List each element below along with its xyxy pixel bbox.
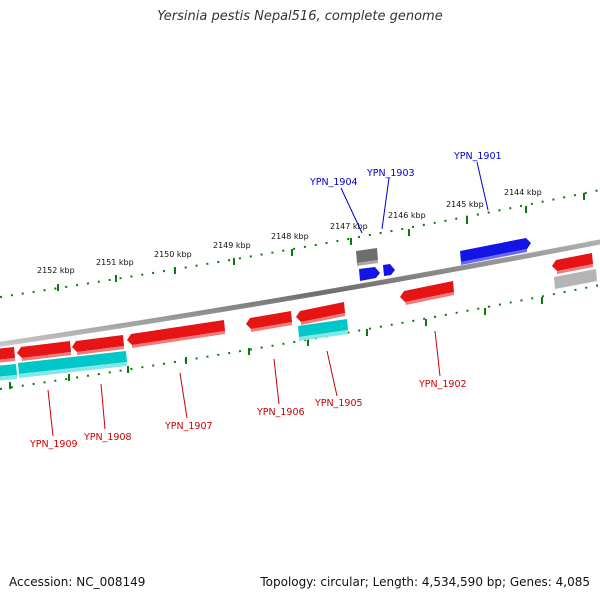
feature-other-grey[interactable] — [356, 248, 378, 263]
outer-major-ticks — [57, 193, 585, 291]
gene-right-edge[interactable] — [552, 253, 593, 271]
map-title: Yersinia pestis Nepal516, complete genom… — [157, 9, 443, 24]
gene-ypn-1905[interactable] — [296, 302, 345, 322]
scale-label: 2147 kbp — [330, 222, 368, 231]
scale-label: 2146 kbp — [388, 211, 426, 220]
gene-ypn-1907[interactable] — [127, 320, 225, 345]
scale-label: 2149 kbp — [213, 241, 251, 250]
scale-label: 2150 kbp — [154, 250, 192, 259]
gene-label-ypn-1902[interactable]: YPN_1902 — [418, 379, 467, 390]
gene-label-ypn-1904[interactable]: YPN_1904 — [309, 177, 358, 188]
gene-label-ypn-1907[interactable]: YPN_1907 — [164, 421, 213, 432]
gene-ypn-1904[interactable] — [359, 267, 380, 281]
gene-labels: YPN_1901 YPN_1903 YPN_1904 YPN_1902 YPN_… — [29, 151, 502, 450]
gene-ypn-1908[interactable] — [72, 335, 124, 352]
inner-major-ticks — [9, 297, 543, 389]
gene-label-ypn-1903[interactable]: YPN_1903 — [366, 168, 415, 179]
gene-label-ypn-1909[interactable]: YPN_1909 — [29, 439, 78, 450]
forward-strand-features — [356, 238, 597, 289]
rna-left-edge[interactable] — [0, 364, 17, 377]
gene-left-edge[interactable] — [0, 347, 15, 360]
gene-ypn-1903[interactable] — [383, 264, 395, 276]
gene-ypn-1901[interactable] — [460, 238, 531, 262]
gene-ypn-1909[interactable] — [17, 341, 71, 358]
scale-label: 2151 kbp — [96, 258, 134, 267]
rna-ypn-1905[interactable] — [298, 319, 348, 337]
genome-summary: Topology: circular; Length: 4,534,590 bp… — [260, 575, 590, 589]
gene-label-ypn-1901[interactable]: YPN_1901 — [453, 151, 502, 162]
scale-label: 2148 kbp — [271, 232, 309, 241]
gene-label-ypn-1905[interactable]: YPN_1905 — [314, 398, 363, 409]
scale-labels: 2144 kbp 2145 kbp 2146 kbp 2147 kbp 2148… — [37, 188, 542, 275]
rna-ypn-1908[interactable] — [18, 351, 127, 374]
label-leaders — [47, 161, 489, 437]
scale-label: 2152 kbp — [37, 266, 75, 275]
gene-ypn-1902[interactable] — [400, 281, 454, 302]
accession-label: Accession: NC_008149 — [9, 575, 146, 589]
gene-label-ypn-1906[interactable]: YPN_1906 — [256, 407, 305, 418]
scale-label: 2144 kbp — [504, 188, 542, 197]
scale-label: 2145 kbp — [446, 200, 484, 209]
gene-label-ypn-1908[interactable]: YPN_1908 — [83, 432, 132, 443]
feature-grey-right[interactable] — [554, 269, 597, 289]
gene-ypn-1906[interactable] — [246, 311, 292, 329]
reverse-strand-features — [0, 253, 593, 381]
genome-backbone — [0, 239, 600, 347]
